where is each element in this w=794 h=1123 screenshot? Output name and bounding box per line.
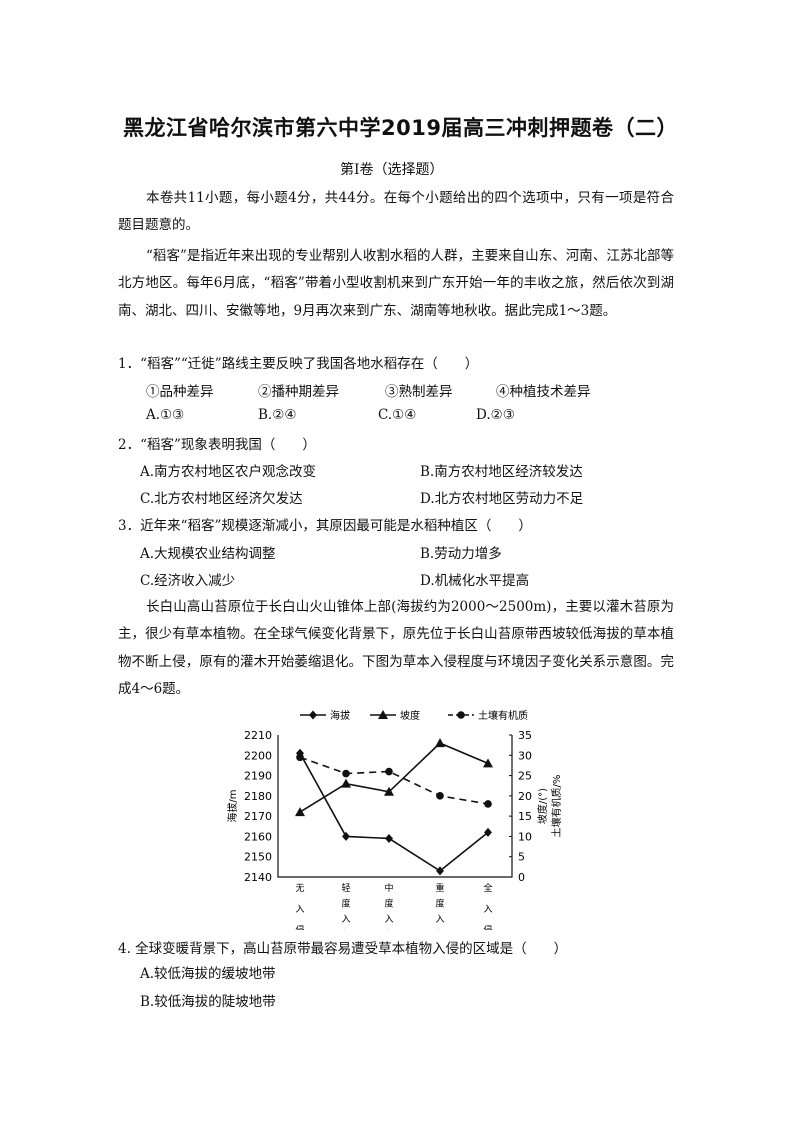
question-1-stem: 1．“稻客”“迁徙”路线主要反映了我国各地水稻存在（ ） [118,356,479,372]
y-right-label-soil: 土壤有机质/% [550,775,563,838]
question-2-stem: 2．“稻客”现象表明我国（ ） [118,437,316,453]
q2-option-b: B.南方农村地区经济较发达 [420,464,583,480]
data-point-diamond [436,866,444,876]
y-right-tick-label: 5 [518,851,525,864]
y-right-tick-label: 15 [518,810,532,823]
question-3-stem: 3．近年来“稻客”规模逐渐减小，其原因最可能是水稻种植区（ ） [118,518,532,534]
x-tick-label: 无 [295,883,304,894]
question-4-stem: 4. 全球变暖背景下，高山苔原带最容易遭受草本植物入侵的区域是（ ） [118,941,568,957]
data-point-diamond [385,833,393,843]
y-left-tick-label: 2170 [244,810,272,823]
y-right-tick-label: 25 [518,770,532,783]
q1-item: ④种植技术差异 [496,384,591,400]
x-tick-label: 入 [295,904,304,915]
x-tick-label: 入 [384,914,393,925]
data-point-triangle [384,786,394,796]
x-tick-label: 入 [483,904,492,915]
x-tick-label: 全 [483,882,492,894]
series-line-土壤有机质 [299,756,489,805]
q1-item: ③熟制差异 [385,384,453,400]
y-left-tick-label: 2190 [244,770,272,783]
data-point-triangle [378,710,388,719]
q2-option-a: A.南方农村地区农户观念改变 [140,464,317,480]
data-point-circle [436,792,444,800]
x-tick-label: 度 [341,898,350,910]
q1-item: ①品种差异 [146,384,214,400]
x-tick-label: 度 [384,898,393,910]
y-left-tick-label: 2150 [244,851,272,864]
data-point-circle [457,711,465,719]
q1-option-a: A.①③ [146,407,185,423]
legend-label: 坡度 [400,709,420,722]
q1-item: ②播种期差异 [258,384,339,400]
y-right-tick-label: 0 [518,871,525,884]
series-line-坡度 [299,742,489,813]
legend-label: 海拔 [330,709,350,722]
q3-option-c: C.经济收入减少 [140,573,236,589]
data-point-triangle [341,778,351,788]
data-point-circle [385,767,393,776]
line-chart: 2140 2150 2160 2170 2180 2190 2200 2210 0 5 10 15 20… [226,709,563,931]
x-tick-label: 侵 [341,929,350,931]
q3-option-a: A.大规模农业结构调整 [140,546,276,562]
y-left-tick-label: 2160 [244,830,272,843]
data-point-triangle [483,758,493,768]
series-line-海拔 [299,752,489,872]
x-tick-label: 入 [341,914,350,925]
y-left-label: 海拔/m [226,789,239,822]
x-tick-label: 侵 [384,929,393,931]
q2-option-d: D.北方农村地区劳动力不足 [420,491,584,507]
plot-frame [277,735,513,878]
y-left-tick-label: 2210 [244,729,272,742]
x-tick-label: 侵 [435,929,444,931]
data-point-triangle [435,738,445,748]
y-right-tick-label: 30 [518,749,532,762]
x-tick-label: 中 [384,882,393,894]
x-tick-label: 度 [435,898,444,910]
data-point-circle [484,800,492,808]
x-tick-label: 侵 [295,924,304,930]
legend-label: 土壤有机质 [478,709,528,722]
y-right-label-slope: 坡度/(°) [536,788,549,824]
y-left-tick-label: 2140 [244,871,272,884]
section-heading: 第Ⅰ卷（选择题） [340,162,444,178]
y-right-tick-label: 20 [518,790,532,803]
page-title: 黑龙江省哈尔滨市第六中学2019届高三冲刺押题卷（二） [123,116,678,140]
data-point-diamond [309,710,317,720]
q4-option-b: B.较低海拔的陡坡地带 [140,994,276,1010]
x-tick-label: 轻 [341,882,350,894]
data-point-triangle [295,807,305,817]
q1-option-b: B.②④ [258,407,297,423]
intro-text: 本卷共11小题，每小题4分，共44分。在每个小题给出的四个选项中，只有一项是符合… [118,190,674,234]
passage-2: 长白山高山苔原位于长白山火山锥体上部(海拔约为2000～2500m)，主要以灌木… [118,599,674,697]
data-point-circle [342,769,350,778]
q2-option-c: C.北方农村地区经济欠发达 [140,491,303,507]
q4-option-a: A.较低海拔的缓坡地带 [140,966,276,982]
x-tick-label: 重 [435,882,444,894]
q1-option-c: C.①④ [378,407,417,423]
x-tick-label: 侵 [483,924,492,930]
data-point-diamond [484,827,492,837]
data-point-diamond [342,831,350,841]
y-left-tick-label: 2200 [244,749,272,762]
y-left-tick-label: 2180 [244,790,272,803]
q3-option-d: D.机械化水平提高 [420,573,530,589]
x-tick-label: 入 [435,914,444,925]
y-right-tick-label: 35 [518,729,532,742]
data-point-circle [296,753,304,762]
q3-option-b: B.劳动力增多 [420,546,502,562]
passage-1: “稻客”是指近年来出现的专业帮别人收割水稻的人群，主要来自山东、河南、江苏北部等… [118,248,674,319]
y-right-tick-label: 10 [518,830,532,843]
q1-option-d: D.②③ [476,407,515,423]
